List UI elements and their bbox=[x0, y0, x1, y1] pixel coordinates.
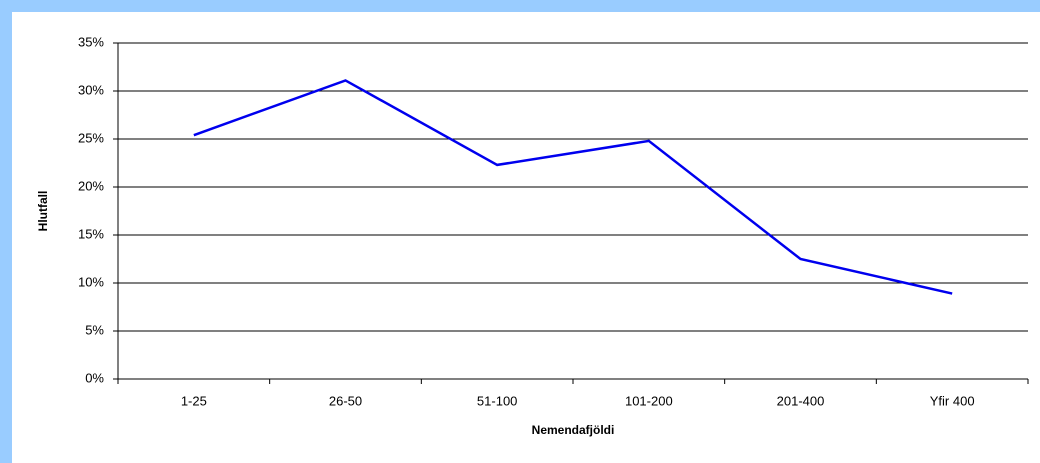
x-tick-label: 201-400 bbox=[777, 393, 825, 408]
y-tick-label: 30% bbox=[78, 82, 104, 97]
y-tick-label: 5% bbox=[85, 322, 104, 337]
x-tick-label: 51-100 bbox=[477, 393, 517, 408]
y-tick-label: 35% bbox=[78, 34, 104, 49]
y-tick-label: 0% bbox=[85, 370, 104, 385]
y-tick-label: 15% bbox=[78, 226, 104, 241]
frame-left bbox=[0, 0, 12, 463]
frame-top bbox=[0, 0, 1040, 12]
x-tick-label: 101-200 bbox=[625, 393, 673, 408]
x-tick-label: Yfir 400 bbox=[930, 393, 975, 408]
y-tick-label: 20% bbox=[78, 178, 104, 193]
y-tick-label: 10% bbox=[78, 274, 104, 289]
y-axis-label: Hlutfall bbox=[36, 191, 50, 232]
y-tick-label: 25% bbox=[78, 130, 104, 145]
x-tick-label: 1-25 bbox=[181, 393, 207, 408]
x-axis-label: Nemendafjöldi bbox=[532, 423, 615, 437]
x-tick-label: 26-50 bbox=[329, 393, 362, 408]
line bbox=[193, 79, 953, 295]
